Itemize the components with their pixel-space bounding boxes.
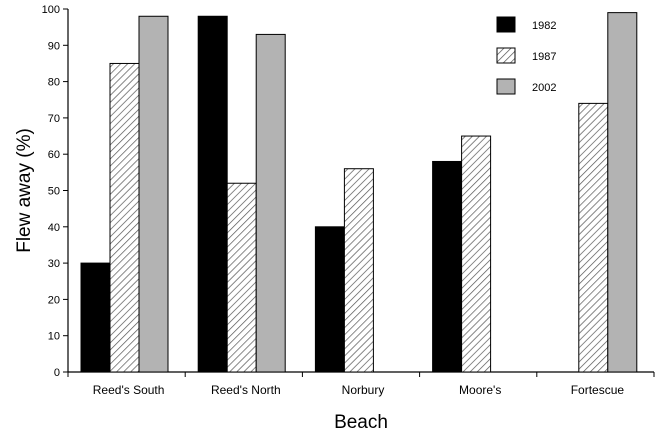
bar-1987-0 [109,62,140,373]
bar-2002-4 [607,12,638,373]
y-tick-label: 40 [48,222,60,234]
legend-label-1987: 1987 [532,51,556,63]
legend-label-1982: 1982 [532,20,556,32]
x-tick-label: Fortescue [571,383,625,397]
x-tick-label: Moore's [459,383,501,397]
x-tick-label: Reed's North [211,383,281,397]
bar-1987-2 [343,168,374,373]
y-tick-label: 0 [54,367,60,379]
y-tick-label: 30 [48,258,60,270]
y-tick-label: 50 [48,186,60,198]
bar-1982-1 [197,15,228,373]
y-tick-label: 70 [48,113,60,125]
y-tick-label: 80 [48,77,60,89]
legend-label-2002: 2002 [532,82,556,94]
legend-swatch-2002 [496,78,516,95]
legend: 1982 1987 2002 [496,16,556,95]
bars [80,12,638,373]
y-tick-label: 100 [42,4,60,16]
legend-swatch-1987 [496,47,516,64]
x-axis-title: Beach [334,412,388,433]
y-tick-label: 10 [48,331,60,343]
y-tick-label: 60 [48,149,60,161]
legend-swatch-1982 [496,16,516,33]
y-tick-label: 20 [48,294,60,306]
x-tick-label: Reed's South [93,383,165,397]
bar-2002-0 [138,15,169,373]
bar-1982-0 [80,262,111,373]
y-axis-title: Flew away (%) [14,128,35,253]
bar-2002-1 [255,33,286,373]
bar-1982-2 [314,226,345,373]
bar-1987-4 [578,102,609,373]
axes: 0 10 20 30 40 50 60 70 80 90 100 Reed's South Reed's… [42,4,655,397]
bar-1982-3 [432,160,463,373]
bar-1987-3 [461,135,492,373]
x-tick-label: Norbury [342,383,385,397]
y-tick-label: 90 [48,40,60,52]
bar-1987-1 [226,182,257,373]
